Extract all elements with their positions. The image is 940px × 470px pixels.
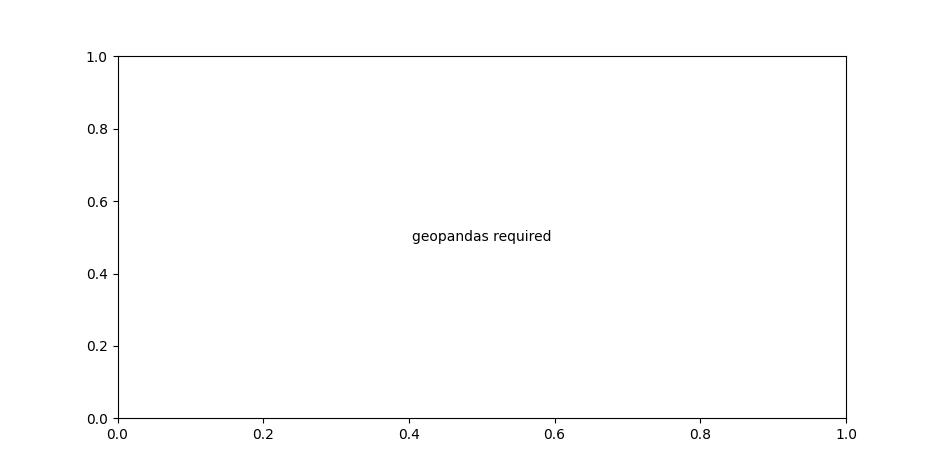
Text: geopandas required: geopandas required bbox=[412, 230, 552, 244]
